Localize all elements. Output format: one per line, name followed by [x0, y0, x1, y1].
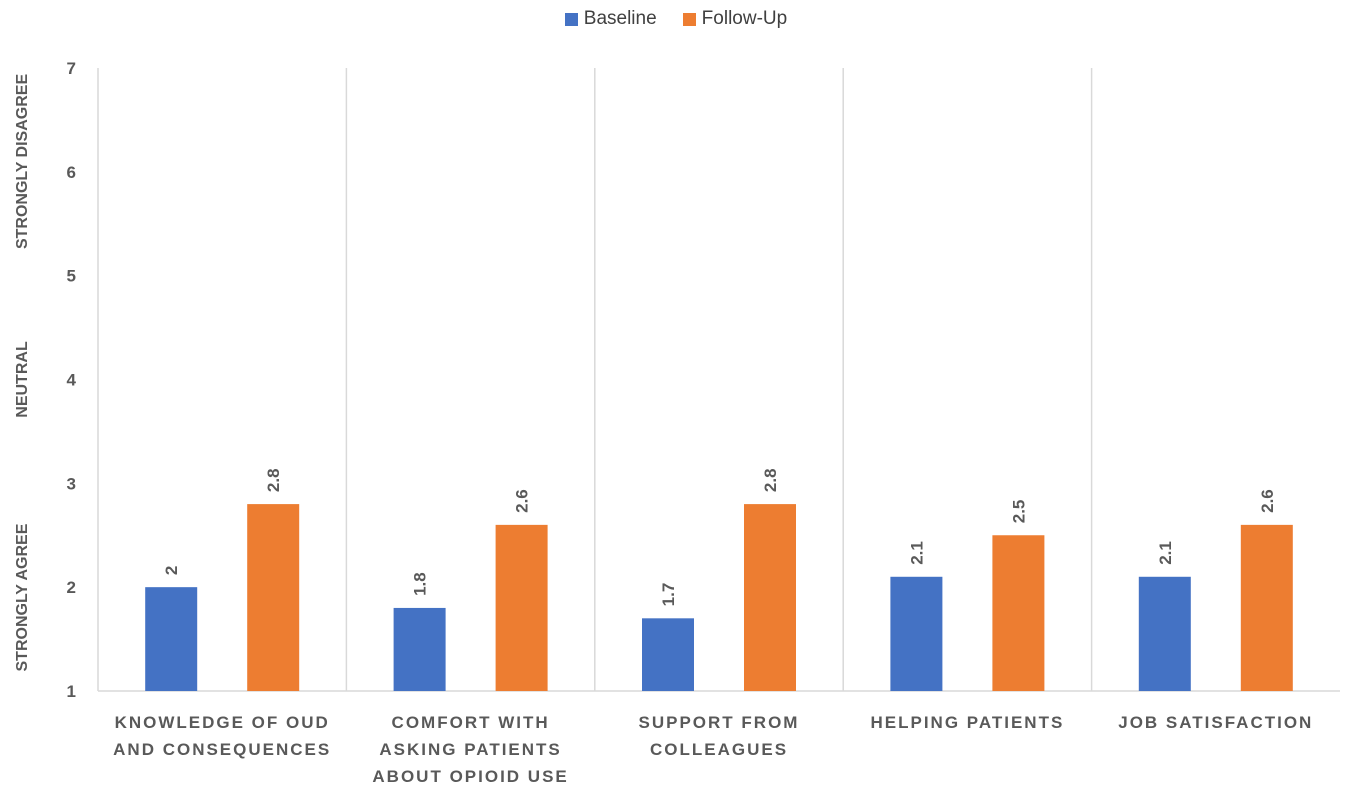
y-tick-label: 1: [67, 682, 76, 701]
legend-label-follow-up: Follow-Up: [701, 8, 788, 29]
bar: [247, 504, 300, 691]
bar: [890, 576, 943, 691]
data-label: 2.1: [1156, 541, 1175, 565]
y-side-label: STRONGLY DISAGREE: [14, 74, 31, 249]
bar: [393, 607, 446, 691]
data-label: 2: [162, 566, 181, 575]
bar: [992, 535, 1045, 691]
y-side-label: NEUTRAL: [14, 341, 31, 418]
legend: Baseline Follow-Up: [0, 8, 1352, 30]
legend-label-baseline: Baseline: [583, 8, 657, 29]
legend-item-follow-up: Follow-Up: [682, 8, 788, 30]
legend-swatch-follow-up: [682, 12, 696, 26]
y-tick-label: 7: [67, 59, 76, 78]
category-label: AND CONSEQUENCES: [113, 740, 331, 759]
bar: [495, 524, 548, 691]
y-tick-label: 5: [67, 267, 76, 286]
legend-item-baseline: Baseline: [564, 8, 657, 30]
data-label: 2.6: [1258, 489, 1277, 513]
data-label: 1.8: [411, 572, 430, 596]
y-tick-label: 3: [67, 474, 76, 493]
category-label: JOB SATISFACTION: [1118, 713, 1313, 732]
category-label: SUPPORT FROM: [639, 713, 800, 732]
data-label: 2.5: [1009, 500, 1028, 524]
data-label: 2.6: [513, 489, 532, 513]
bar: [1138, 576, 1191, 691]
y-side-label: STRONGLY AGREE: [14, 523, 31, 671]
y-tick-label: 6: [67, 163, 76, 182]
category-label: COLLEAGUES: [650, 740, 788, 759]
bar: [642, 618, 694, 691]
bar: [744, 504, 796, 691]
data-label: 1.7: [659, 583, 678, 607]
bar: [1240, 524, 1293, 691]
legend-swatch-baseline: [564, 12, 578, 26]
data-label: 2.8: [761, 468, 780, 492]
category-label: COMFORT WITH: [392, 713, 550, 732]
data-label: 2.1: [907, 541, 926, 565]
y-tick-label: 4: [67, 371, 77, 390]
data-label: 2.8: [264, 468, 283, 492]
category-label: HELPING PATIENTS: [870, 713, 1064, 732]
bar: [145, 587, 198, 691]
category-label: ABOUT OPIOID USE: [372, 767, 568, 786]
category-label: ASKING PATIENTS: [379, 740, 561, 759]
y-tick-label: 2: [67, 578, 76, 597]
category-label: KNOWLEDGE OF OUD: [115, 713, 330, 732]
